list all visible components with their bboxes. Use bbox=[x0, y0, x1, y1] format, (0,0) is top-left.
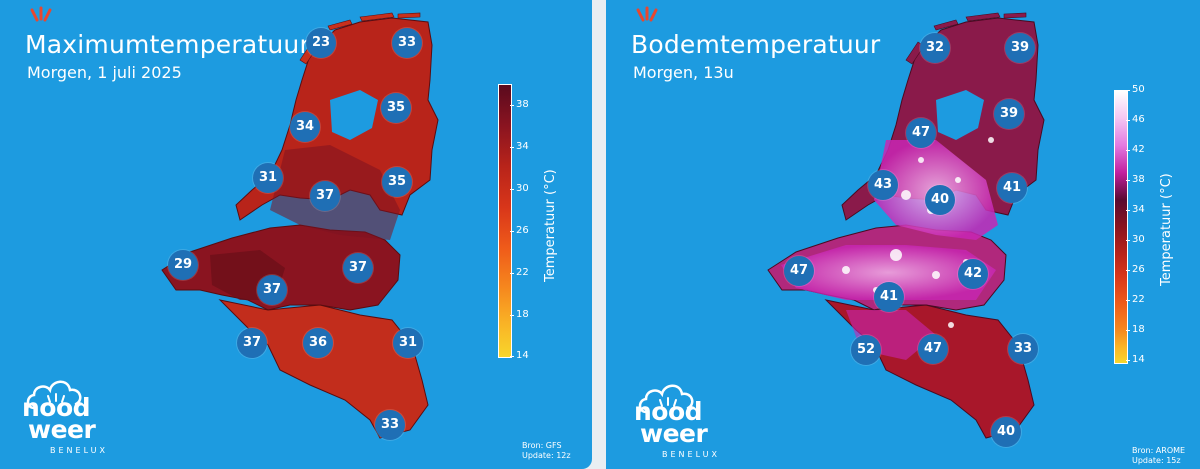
luxembourg-region bbox=[218, 299, 429, 439]
temperature-badge: 40 bbox=[925, 185, 955, 215]
temperature-badge: 36 bbox=[303, 328, 333, 358]
colorbar-tick: 34 bbox=[1126, 204, 1145, 215]
temperature-badge: 23 bbox=[306, 28, 336, 58]
colorbar-tick: 46 bbox=[1126, 114, 1145, 125]
temperature-badge: 40 bbox=[991, 417, 1021, 447]
data-source: Bron: AROME Update: 15z bbox=[1132, 446, 1186, 465]
temperature-badge: 33 bbox=[392, 28, 422, 58]
temperature-badge: 41 bbox=[997, 173, 1027, 203]
colorbar bbox=[498, 84, 512, 358]
colorbar-tick: 22 bbox=[510, 267, 529, 278]
soil-temperature-map-panel: Bodemtemperatuur Morgen, 13u 32 39 4 bbox=[606, 0, 1200, 469]
temperature-badge: 39 bbox=[1005, 33, 1035, 63]
temperature-badge: 47 bbox=[906, 118, 936, 148]
temperature-badge: 31 bbox=[253, 163, 283, 193]
colorbar-tick: 14 bbox=[1126, 354, 1145, 365]
temperature-badge: 37 bbox=[257, 275, 287, 305]
temperature-badge: 37 bbox=[343, 253, 373, 283]
colorbar-tick: 14 bbox=[510, 350, 529, 361]
temperature-badge: 35 bbox=[381, 93, 411, 123]
colorbar-tick: 30 bbox=[510, 183, 529, 194]
spark-icon bbox=[30, 6, 52, 22]
colorbar-label: Temperatuur (°C) bbox=[543, 169, 558, 282]
colorbar-tick: 26 bbox=[510, 225, 529, 236]
map-title: Maximumtemperatuur bbox=[25, 30, 310, 59]
colorbar bbox=[1114, 90, 1128, 364]
cloud-icon bbox=[638, 384, 694, 414]
temperature-badge: 32 bbox=[920, 33, 950, 63]
temperature-badge: 34 bbox=[290, 112, 320, 142]
map-subtitle: Morgen, 1 juli 2025 bbox=[27, 63, 182, 82]
colorbar-tick: 30 bbox=[1126, 234, 1145, 245]
temperature-badge: 29 bbox=[168, 250, 198, 280]
temperature-badge: 31 bbox=[393, 328, 423, 358]
max-temperature-map-panel: Maximumtemperatuur Morgen, 1 juli 2025 2… bbox=[0, 0, 592, 469]
colorbar-tick: 18 bbox=[1126, 324, 1145, 335]
temperature-badge: 33 bbox=[375, 410, 405, 440]
colorbar-label: Temperatuur (°C) bbox=[1159, 173, 1174, 286]
noodweer-benelux-logo: nood weer BENELUX bbox=[628, 378, 738, 468]
colorbar-tick: 38 bbox=[1126, 174, 1145, 185]
colorbar-tick: 38 bbox=[510, 99, 529, 110]
temperature-badge: 35 bbox=[382, 167, 412, 197]
spark-icon bbox=[636, 6, 658, 22]
temperature-badge: 43 bbox=[868, 170, 898, 200]
temperature-badge: 47 bbox=[918, 334, 948, 364]
temperature-badge: 37 bbox=[310, 181, 340, 211]
benelux-soil-map bbox=[767, 12, 1045, 439]
colorbar-tick: 42 bbox=[1126, 144, 1145, 155]
colorbar-tick: 26 bbox=[1126, 264, 1145, 275]
temperature-badge: 39 bbox=[994, 99, 1024, 129]
temperature-badge: 41 bbox=[874, 282, 904, 312]
temperature-badge: 37 bbox=[237, 328, 267, 358]
colorbar-tick: 18 bbox=[510, 309, 529, 320]
cloud-icon bbox=[26, 380, 82, 410]
map-subtitle: Morgen, 13u bbox=[633, 63, 734, 82]
map-title: Bodemtemperatuur bbox=[631, 30, 881, 59]
noodweer-benelux-logo: nood weer BENELUX bbox=[16, 374, 126, 464]
temperature-badge: 42 bbox=[958, 259, 988, 289]
temperature-badge: 33 bbox=[1008, 334, 1038, 364]
temperature-badge: 52 bbox=[851, 335, 881, 365]
colorbar-tick: 50 bbox=[1126, 84, 1145, 95]
data-source: Bron: GFS Update: 12z bbox=[522, 441, 571, 460]
temperature-badge: 47 bbox=[784, 256, 814, 286]
colorbar-tick: 22 bbox=[1126, 294, 1145, 305]
colorbar-tick: 34 bbox=[510, 141, 529, 152]
